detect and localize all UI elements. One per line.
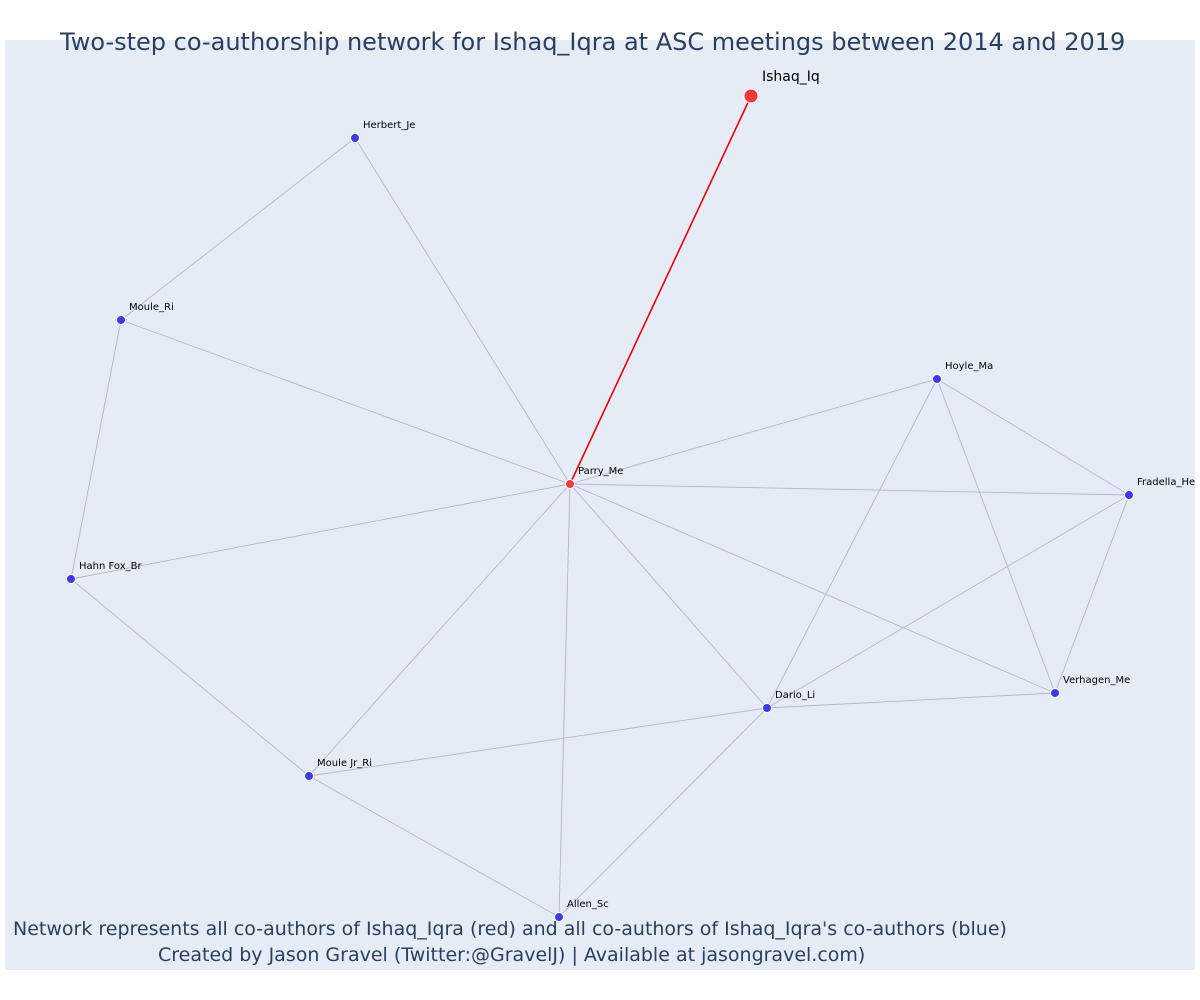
edge-parry-me-fradella-he bbox=[569, 483, 1130, 496]
edge-hoyle-ma-verhagen-me bbox=[936, 378, 1056, 694]
edges-layer bbox=[70, 95, 1130, 918]
edge-hahn-fox-br-moule-jr-ri bbox=[70, 578, 310, 777]
edge-ishaq-iq-parry-me bbox=[569, 95, 752, 485]
caption-credit: Created by Jason Gravel (Twitter:@Gravel… bbox=[158, 944, 866, 966]
node-dario-li[interactable] bbox=[762, 703, 772, 713]
nodes-layer bbox=[66, 88, 1134, 922]
node-label-moule-jr-ri: Moule Jr_Ri bbox=[317, 758, 372, 769]
node-parry-me[interactable] bbox=[565, 479, 575, 489]
edge-moule-ri-hahn-fox-br bbox=[70, 319, 122, 580]
edge-parry-me-moule-ri bbox=[120, 319, 571, 485]
edge-dario-li-verhagen-me bbox=[766, 692, 1056, 709]
plot-area bbox=[5, 40, 1195, 970]
node-label-hoyle-ma: Hoyle_Ma bbox=[945, 361, 993, 372]
node-label-fradella-he: Fradella_He bbox=[1137, 477, 1195, 488]
edge-fradella-he-verhagen-me bbox=[1054, 494, 1130, 694]
edge-parry-me-dario-li bbox=[569, 483, 768, 709]
edge-moule-jr-ri-dario-li bbox=[308, 707, 768, 777]
node-label-hahn-fox-br: Hahn Fox_Br bbox=[79, 561, 142, 572]
edge-parry-me-hahn-fox-br bbox=[70, 483, 571, 580]
node-hoyle-ma[interactable] bbox=[932, 374, 942, 384]
labels-layer: Ishaq_Iq Parry_Me Herbert_Je Moule_Ri Hahn F… bbox=[79, 69, 1195, 910]
edge-parry-me-verhagen-me bbox=[569, 483, 1056, 694]
edge-parry-me-hoyle-ma bbox=[569, 378, 938, 485]
node-hahn-fox-br[interactable] bbox=[66, 574, 76, 584]
node-label-dario-li: Dario_Li bbox=[775, 690, 815, 701]
caption-legend-note: Network represents all co-authors of Ish… bbox=[13, 918, 1007, 940]
node-label-allen-sc: Allen_Sc bbox=[567, 899, 609, 910]
edge-parry-me-moule-jr-ri bbox=[308, 483, 571, 777]
node-label-parry-me: Parry_Me bbox=[578, 466, 623, 477]
node-allen-sc[interactable] bbox=[554, 912, 564, 922]
edge-dario-li-hoyle-ma bbox=[766, 378, 938, 709]
node-ishaq-iq[interactable] bbox=[743, 88, 759, 104]
edge-dario-li-fradella-he bbox=[766, 494, 1130, 709]
node-label-moule-ri: Moule_Ri bbox=[129, 302, 174, 313]
node-fradella-he[interactable] bbox=[1124, 490, 1134, 500]
node-moule-ri[interactable] bbox=[116, 315, 126, 325]
node-herbert-je[interactable] bbox=[350, 133, 360, 143]
edge-herbert-je-moule-ri bbox=[120, 137, 356, 321]
node-moule-jr-ri[interactable] bbox=[304, 771, 314, 781]
node-label-verhagen-me: Verhagen_Me bbox=[1063, 675, 1130, 686]
node-verhagen-me[interactable] bbox=[1050, 688, 1060, 698]
node-label-herbert-je: Herbert_Je bbox=[363, 120, 415, 131]
node-label-ishaq-iq: Ishaq_Iq bbox=[762, 69, 820, 85]
edge-moule-jr-ri-allen-sc bbox=[308, 775, 560, 918]
edge-parry-me-allen-sc bbox=[558, 483, 571, 918]
chart-title: Two-step co-authorship network for Ishaq… bbox=[60, 28, 1126, 56]
edge-hoyle-ma-fradella-he bbox=[936, 378, 1130, 496]
edge-parry-me-herbert-je bbox=[354, 137, 571, 485]
edge-allen-sc-dario-li bbox=[558, 707, 768, 918]
